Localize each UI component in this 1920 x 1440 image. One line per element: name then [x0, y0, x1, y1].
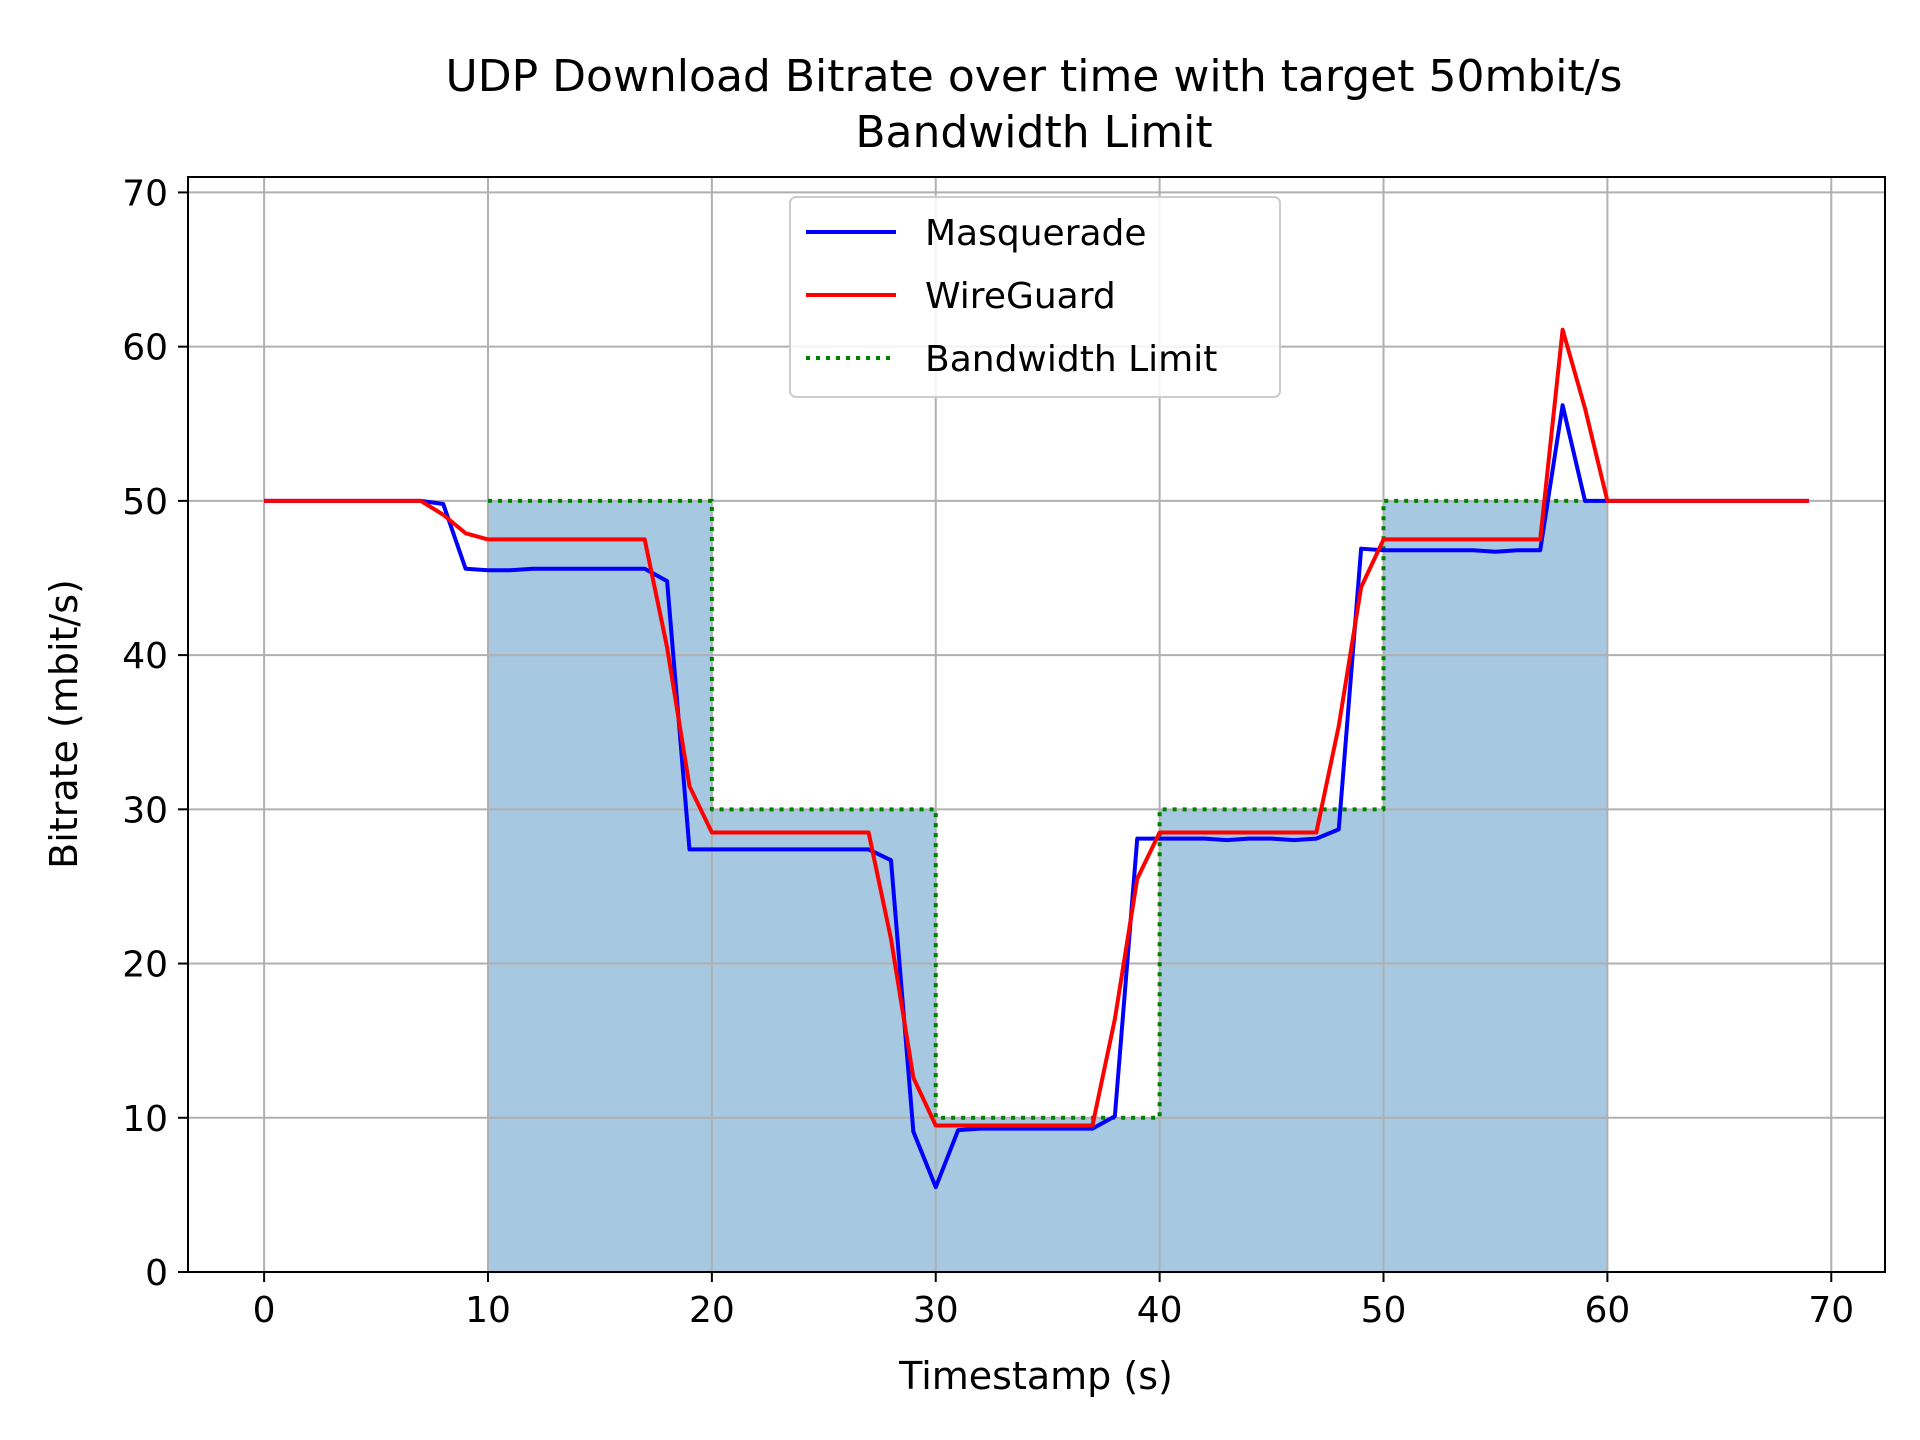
shaded-region: [487, 500, 1608, 1272]
legend-box: [789, 196, 1281, 398]
x-tick-label: 60: [1584, 1290, 1630, 1331]
shaded-region-layer: [487, 500, 1608, 1272]
x-tick-label: 20: [689, 1290, 735, 1331]
x-axis-title: Timestamp (s): [898, 1354, 1173, 1398]
legend: Masquerade WireGuard Bandwidth Limit: [789, 196, 1281, 398]
legend-label-wireguard: WireGuard: [925, 276, 1116, 317]
chart-title-line-1: UDP Download Bitrate over time with targ…: [446, 51, 1623, 102]
legend-label-bandwidth-limit: Bandwidth Limit: [925, 339, 1217, 380]
chart-title-line-2: Bandwidth Limit: [855, 107, 1212, 158]
y-tick-label: 70: [122, 173, 168, 214]
x-tick-label: 70: [1808, 1290, 1854, 1331]
x-tick-label: 50: [1361, 1290, 1407, 1331]
series-layer: [264, 327, 1809, 1190]
tick-layer: 0 10 20 30 40 50 60 70 0 10 20 30 40 50 60 70: [122, 173, 1854, 1331]
x-tick-label: 10: [465, 1290, 511, 1331]
plot-frame: [187, 176, 1886, 1273]
y-tick-label: 60: [122, 328, 168, 369]
x-tick-label: 30: [913, 1290, 959, 1331]
x-tick-label: 0: [253, 1290, 276, 1331]
series-line-wireguard: [264, 327, 1809, 1128]
legend-label-masquerade: Masquerade: [925, 213, 1147, 254]
y-tick-label: 20: [122, 945, 168, 986]
series-line-masquerade: [264, 403, 1809, 1190]
y-tick-label: 0: [145, 1253, 168, 1294]
y-axis-title: Bitrate (mbit/s): [42, 579, 86, 869]
y-tick-label: 30: [122, 790, 168, 831]
x-tick-label: 40: [1137, 1290, 1183, 1331]
y-tick-label: 40: [122, 636, 168, 677]
y-tick-label: 50: [122, 482, 168, 523]
y-tick-label: 10: [122, 1099, 168, 1140]
